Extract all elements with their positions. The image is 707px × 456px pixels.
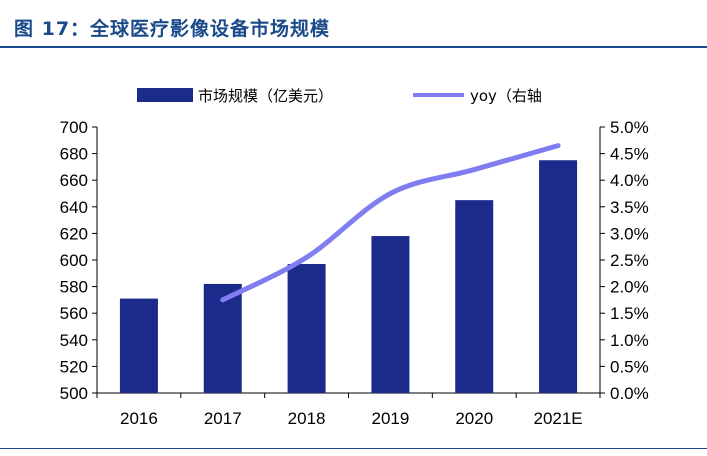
yoy-line [220, 143, 561, 303]
legend-swatch-bar [137, 88, 193, 102]
figure-title: 图 17：全球医疗影像设备市场规模 [14, 18, 331, 40]
x-tick-label: 2018 [288, 409, 326, 428]
legend: 市场规模（亿美元） yoy（右轴 [137, 87, 542, 105]
right-tick-label: 0.5% [610, 357, 649, 376]
bar [371, 236, 410, 393]
left-tick-label: 500 [60, 384, 88, 403]
axes: 500 520 540 560 580 600 620 640 660 680 700 0.0% 0.5… [60, 118, 649, 428]
x-tick-label: 2017 [204, 409, 242, 428]
bar [455, 200, 494, 393]
left-tick-label: 640 [60, 198, 88, 217]
right-tick-label: 1.0% [610, 331, 649, 350]
bar [539, 160, 578, 393]
right-tick-label: 1.5% [610, 304, 649, 323]
left-tick-label: 520 [60, 357, 88, 376]
right-tick-label: 5.0% [610, 118, 649, 137]
bars [119, 160, 578, 393]
left-tick-label: 660 [60, 171, 88, 190]
right-tick-label: 4.0% [610, 171, 649, 190]
x-tick-label: 2020 [455, 409, 493, 428]
left-tick-label: 540 [60, 331, 88, 350]
left-tick-label: 620 [60, 224, 88, 243]
right-tick-label: 0.0% [610, 384, 649, 403]
left-tick-label: 700 [60, 118, 88, 137]
left-tick-label: 580 [60, 278, 88, 297]
bar [287, 263, 326, 393]
right-tick-label: 2.5% [610, 251, 649, 270]
right-tick-label: 2.0% [610, 278, 649, 297]
legend-label-bar: 市场规模（亿美元） [198, 87, 333, 105]
left-tick-label: 560 [60, 304, 88, 323]
right-tick-label: 3.0% [610, 224, 649, 243]
x-tick-label: 2016 [120, 409, 158, 428]
x-tick-label: 2019 [372, 409, 410, 428]
right-tick-label: 4.5% [610, 145, 649, 164]
title-rule [0, 46, 707, 48]
bar [119, 298, 158, 393]
left-tick-label: 600 [60, 251, 88, 270]
x-tick-label: 2021E [533, 409, 582, 428]
legend-label-line: yoy（右轴 [470, 87, 542, 105]
bottom-rule [0, 448, 707, 449]
right-tick-label: 3.5% [610, 198, 649, 217]
yoy-line-path [220, 143, 561, 303]
left-tick-label: 680 [60, 145, 88, 164]
